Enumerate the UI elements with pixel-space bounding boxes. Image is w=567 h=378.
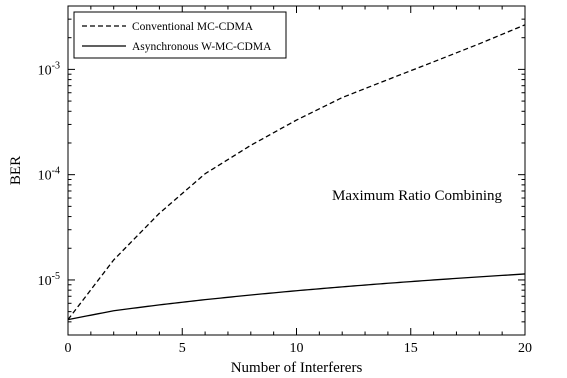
series-line-1 [67,24,526,321]
y-tick-label: 10-3 [38,60,60,78]
plot-series [67,24,526,321]
y-tick-label: 10-5 [38,271,60,289]
legend-box [73,11,287,59]
legend-label-1: Conventional MC-CDMA [132,21,254,33]
x-tick-label: 10 [290,341,304,356]
legend-label-2: Asynchronous W-MC-CDMA [132,41,272,53]
y-axis-label: BER [8,156,24,185]
series-line-2 [67,273,526,321]
plot-annotation: Maximum Ratio Combining [332,188,503,204]
x-axis-label: Number of Interferers [231,360,363,376]
x-tick-label: 0 [65,341,72,356]
plot-frame [67,5,526,336]
x-tick-label: 15 [404,341,418,356]
legend: Conventional MC-CDMA Asynchronous W-MC-CD… [73,11,287,59]
x-tick-label: 5 [179,341,186,356]
x-tick-label: 20 [518,341,532,356]
y-tick-label: 10-4 [38,166,60,184]
